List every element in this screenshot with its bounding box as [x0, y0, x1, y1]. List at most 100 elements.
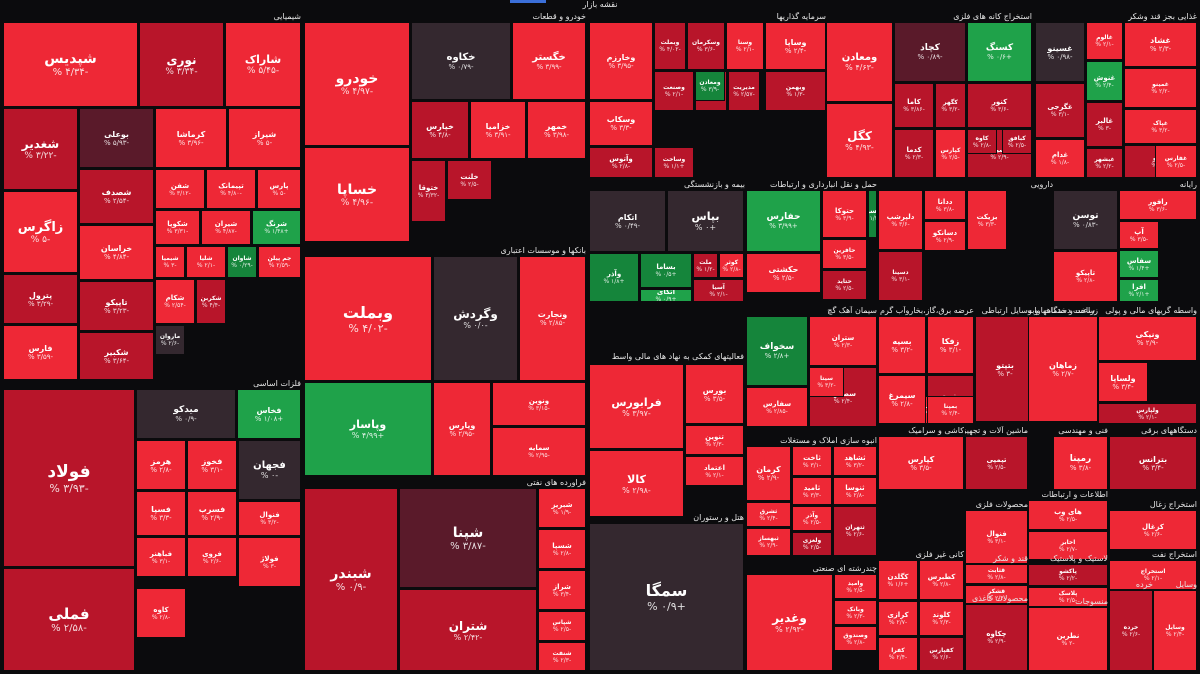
- symbol-tile[interactable]: ددانا -۳/۸ %: [924, 190, 966, 220]
- symbol-tile[interactable]: مدیریت -۲/۵۷ %: [728, 71, 760, 111]
- symbol-tile[interactable]: غبشهر -۲/۲ %: [1086, 148, 1123, 178]
- symbol-tile[interactable]: توسن -۰/۸۳ %: [1053, 190, 1118, 250]
- symbol-tile[interactable]: غسینو -۰/۹۸ %: [1035, 22, 1085, 82]
- symbol-tile[interactable]: سیتا -۳/۲ %: [809, 367, 844, 397]
- symbol-tile[interactable]: غمینو -۲/۲ %: [1124, 68, 1197, 108]
- symbol-tile[interactable]: شاوان -۰/۲۹ %: [227, 246, 257, 278]
- symbol-tile[interactable]: خمهر -۳/۹۸ %: [527, 101, 586, 159]
- symbol-tile[interactable]: کفرا -۲/۴ %: [878, 637, 918, 671]
- symbol-tile[interactable]: بمپنا -۲/۴ %: [927, 396, 974, 424]
- symbol-tile[interactable]: غنوش -۲/۴ %: [1086, 61, 1123, 101]
- symbol-tile[interactable]: حافرین -۳/۵ %: [822, 239, 867, 269]
- symbol-tile[interactable]: رمپنا -۳/۸ %: [1053, 436, 1108, 490]
- symbol-tile[interactable]: شکبیر -۳/۶۴ %: [79, 332, 154, 380]
- symbol-tile[interactable]: شرنگ +۱/۴۸ %: [252, 210, 301, 245]
- symbol-tile[interactable]: فولاد -۳/۹۳ %: [3, 389, 135, 567]
- symbol-tile[interactable]: بسیه -۳/۲ %: [878, 316, 926, 374]
- symbol-tile[interactable]: وبانک -۲/۳ %: [834, 600, 877, 625]
- symbol-tile[interactable]: وپاسار +۴/۹۹ %: [304, 382, 432, 476]
- symbol-tile[interactable]: سخواف +۲/۸ %: [746, 316, 808, 386]
- symbol-tile[interactable]: وغدیر -۲/۹۳ %: [746, 574, 833, 671]
- symbol-tile[interactable]: خراسان -۴/۸۴ %: [79, 225, 154, 280]
- symbol-tile[interactable]: ونیکی -۲/۹ %: [1098, 316, 1197, 361]
- symbol-tile[interactable]: دلپرشپ -۳/۶ %: [878, 190, 923, 250]
- symbol-tile[interactable]: وآذر -۲/۵ %: [792, 506, 832, 531]
- symbol-tile[interactable]: دسانکو -۲/۹ %: [924, 221, 966, 251]
- symbol-tile[interactable]: ملت -۱/۲ %: [693, 253, 718, 278]
- symbol-tile[interactable]: شپنا -۳/۸۷ %: [399, 488, 537, 588]
- symbol-tile[interactable]: پاکشو -۲/۲ %: [1028, 564, 1108, 586]
- symbol-tile[interactable]: شبندر -۰/۹ %: [304, 488, 398, 671]
- symbol-tile[interactable]: شتران -۲/۴۲ %: [399, 589, 537, 671]
- symbol-tile[interactable]: شکوپا -۳/۳۱ %: [155, 210, 200, 245]
- symbol-tile[interactable]: زفکا -۳/۱ %: [927, 316, 974, 374]
- symbol-tile[interactable]: کسنگ +۰/۶ %: [967, 22, 1032, 82]
- symbol-tile[interactable]: کاوه -۲/۸ %: [136, 588, 186, 638]
- symbol-tile[interactable]: حکشتی -۲/۵ %: [746, 253, 821, 293]
- symbol-tile[interactable]: کفپارس -۲/۶ %: [919, 637, 964, 671]
- symbol-tile[interactable]: وسکاب -۳/۳ %: [589, 101, 653, 146]
- symbol-tile[interactable]: وآذر +۱/۸ %: [589, 253, 639, 302]
- symbol-tile[interactable]: فولاژ -۳ %: [238, 537, 301, 587]
- symbol-tile[interactable]: رافور -۳/۶ %: [1119, 190, 1197, 220]
- symbol-tile[interactable]: شراز -۳/۴ %: [538, 570, 586, 610]
- symbol-tile[interactable]: شفن -۳/۱۲ %: [155, 169, 205, 209]
- symbol-tile[interactable]: کوثر -۲/۸ %: [719, 253, 744, 278]
- symbol-tile[interactable]: تاپیکو -۳/۲۳ %: [79, 281, 154, 331]
- symbol-tile[interactable]: نطرین -۲ %: [1028, 607, 1108, 671]
- symbol-tile[interactable]: تاپیکو -۲/۸ %: [1053, 251, 1118, 302]
- symbol-tile[interactable]: خودرو -۴/۹۷ %: [304, 22, 410, 146]
- symbol-tile[interactable]: کرمان -۲/۹ %: [746, 446, 791, 501]
- symbol-tile[interactable]: های وب -۲/۵ %: [1028, 500, 1108, 530]
- symbol-tile[interactable]: شغدیر -۳/۲۲ %: [3, 108, 78, 190]
- symbol-tile[interactable]: ولغزی -۲/۵ %: [792, 532, 832, 556]
- symbol-tile[interactable]: اعتماد -۲/۱ %: [685, 456, 744, 486]
- symbol-tile[interactable]: خلنت -۲/۵ %: [447, 160, 492, 200]
- symbol-tile[interactable]: وبهمن -۱/۳ %: [765, 71, 826, 111]
- symbol-tile[interactable]: کلوند -۲/۳ %: [919, 601, 964, 636]
- symbol-tile[interactable]: شصدف -۲/۵۴ %: [79, 169, 154, 224]
- symbol-tile[interactable]: وساخت +۱/۱ %: [654, 147, 694, 178]
- symbol-tile[interactable]: کاما -۳/۸۶ %: [894, 83, 934, 128]
- symbol-tile[interactable]: کرازی -۲/۷ %: [878, 601, 918, 636]
- symbol-tile[interactable]: غالبر -۳ %: [1086, 102, 1123, 147]
- symbol-tile[interactable]: فخاس +۱/۰۸ %: [237, 389, 301, 439]
- symbol-tile[interactable]: فارس -۳/۵۹ %: [3, 325, 78, 380]
- symbol-tile[interactable]: آپ -۳/۵ %: [1119, 221, 1159, 249]
- symbol-tile[interactable]: کنور -۳/۶ %: [967, 83, 1032, 128]
- symbol-tile[interactable]: وصندوق -۲/۸ %: [834, 626, 877, 651]
- symbol-tile[interactable]: شسپا -۲/۸ %: [538, 529, 586, 569]
- symbol-tile[interactable]: کپارس -۲/۵ %: [935, 129, 966, 178]
- symbol-tile[interactable]: حتاید -۲/۵ %: [822, 270, 867, 300]
- symbol-tile[interactable]: بتپتو -۳ %: [975, 316, 1035, 422]
- symbol-tile[interactable]: شلیا -۲/۱ %: [186, 246, 226, 278]
- symbol-tile[interactable]: سمایه -۲/۹۵ %: [492, 427, 586, 476]
- symbol-tile[interactable]: نوری -۳/۳۴ %: [139, 22, 224, 107]
- symbol-tile[interactable]: کبافق -۲/۵ %: [1002, 129, 1032, 154]
- symbol-tile[interactable]: وسنا -۲/۱ %: [726, 22, 764, 70]
- symbol-tile[interactable]: ثنوسا -۲/۸ %: [833, 477, 877, 505]
- symbol-tile[interactable]: بزیکت -۳/۳ %: [967, 190, 1007, 250]
- symbol-tile[interactable]: کدما -۲/۳ %: [894, 129, 934, 178]
- symbol-tile[interactable]: ثتهران -۲/۶ %: [833, 506, 877, 556]
- symbol-tile[interactable]: ولپارس -۲/۱ %: [1098, 403, 1197, 424]
- symbol-tile[interactable]: وگردش -۰/۰ %: [433, 256, 518, 381]
- symbol-tile[interactable]: بپاس +۰ %: [667, 190, 744, 252]
- symbol-tile[interactable]: وساپا -۲/۴ %: [765, 22, 826, 70]
- symbol-tile[interactable]: کگلدن +۱/۶ %: [878, 560, 918, 600]
- symbol-tile[interactable]: تنوین -۲/۳ %: [685, 425, 744, 455]
- symbol-tile[interactable]: ونجارت -۲/۸۵ %: [519, 256, 586, 381]
- symbol-tile[interactable]: کچاد -۰/۸۹ %: [894, 22, 966, 82]
- symbol-tile[interactable]: فباهنر -۳/۱ %: [136, 537, 186, 577]
- symbol-tile[interactable]: فخوز -۳/۱ %: [187, 440, 237, 490]
- symbol-tile[interactable]: وبملت -۴/۰۲ %: [654, 22, 686, 70]
- symbol-tile[interactable]: ثبهساز -۲/۹ %: [746, 528, 791, 556]
- symbol-tile[interactable]: حفارس +۳/۹۹ %: [746, 190, 821, 252]
- symbol-tile[interactable]: شپاس -۲/۵ %: [538, 611, 586, 641]
- symbol-tile[interactable]: شیراز -۵ %: [228, 108, 301, 168]
- symbol-tile[interactable]: ستران -۲/۳ %: [809, 316, 877, 366]
- symbol-tile[interactable]: خپارس -۴/۸ %: [411, 101, 469, 159]
- symbol-tile[interactable]: اخابر -۲/۷ %: [1028, 531, 1108, 560]
- symbol-tile[interactable]: کگل -۴/۹۳ %: [826, 103, 893, 178]
- symbol-tile[interactable]: قشکر -۲/۴ %: [965, 585, 1028, 604]
